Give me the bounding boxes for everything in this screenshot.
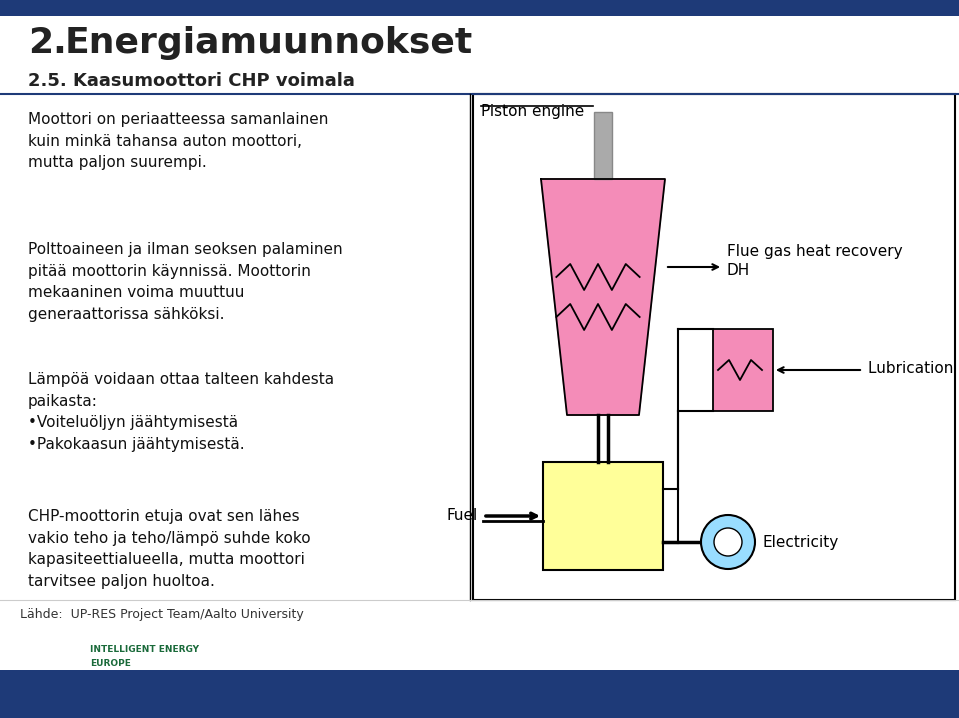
Text: 2.: 2. — [28, 26, 67, 60]
Text: Flue gas heat recovery
DH: Flue gas heat recovery DH — [727, 243, 902, 279]
Text: INTELLIGENT ENERGY: INTELLIGENT ENERGY — [90, 645, 199, 655]
Text: Lämpöä voidaan ottaa talteen kahdesta
paikasta:
•Voiteluöljyn jäähtymisestä
•Pak: Lämpöä voidaan ottaa talteen kahdesta pa… — [28, 372, 334, 452]
Polygon shape — [541, 179, 665, 415]
Text: 12: 12 — [412, 678, 452, 706]
Text: Piston engine: Piston engine — [481, 104, 584, 119]
Text: Lubrication cooling: Lubrication cooling — [868, 360, 959, 376]
Bar — [473, 94, 955, 600]
Text: CHP-moottorin etuja ovat sen lähes
vakio teho ja teho/lämpö suhde koko
kapasitee: CHP-moottorin etuja ovat sen lähes vakio… — [28, 509, 311, 589]
Bar — [0, 670, 959, 718]
Text: 2.5. Kaasumoottori CHP voimala: 2.5. Kaasumoottori CHP voimala — [28, 72, 355, 90]
Text: EUROPE: EUROPE — [90, 658, 130, 668]
Bar — [713, 329, 773, 411]
Bar — [543, 462, 663, 570]
Text: Fuel: Fuel — [447, 508, 478, 523]
Bar — [594, 112, 612, 179]
Text: Lähde:  UP-RES Project Team/Aalto University: Lähde: UP-RES Project Team/Aalto Univers… — [20, 608, 304, 621]
Text: Moottori on periaatteessa samanlainen
kuin minkä tahansa auton moottori,
mutta p: Moottori on periaatteessa samanlainen ku… — [28, 112, 328, 170]
Text: M2_ ENERGY FORMS AND
TRANSFORMATIONS: M2_ ENERGY FORMS AND TRANSFORMATIONS — [460, 680, 607, 704]
Circle shape — [714, 528, 742, 556]
Circle shape — [701, 515, 755, 569]
Text: Energiamuunnokset: Energiamuunnokset — [65, 26, 473, 60]
Bar — [0, 0, 959, 16]
Text: Polttoaineen ja ilman seoksen palaminen
pitää moottorin käynnissä. Moottorin
mek: Polttoaineen ja ilman seoksen palaminen … — [28, 242, 342, 322]
Text: Electricity: Electricity — [763, 534, 839, 549]
